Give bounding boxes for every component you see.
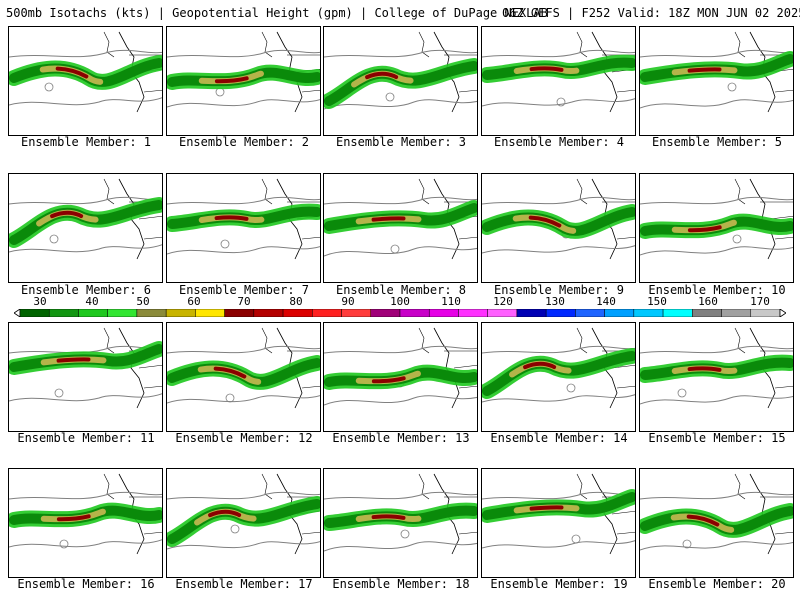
ensemble-member-map xyxy=(323,468,478,578)
colorbar-swatch xyxy=(721,309,752,317)
colorbar-swatch xyxy=(604,309,635,317)
colorbar-swatch xyxy=(575,309,605,317)
colorbar-tick-label: 120 xyxy=(493,295,513,308)
ensemble-member-map xyxy=(639,173,794,283)
ensemble-member-label: Ensemble Member: 18 xyxy=(332,577,470,591)
colorbar-tick-label: 170 xyxy=(750,295,770,308)
ensemble-member-label: Ensemble Member: 3 xyxy=(335,135,467,149)
ensemble-member-map xyxy=(166,468,321,578)
ensemble-member-label: Ensemble Member: 2 xyxy=(178,135,310,149)
ensemble-member-map xyxy=(481,468,636,578)
colorbar-swatch xyxy=(428,309,459,317)
colorbar-swatch xyxy=(78,309,108,317)
ensemble-member-label: Ensemble Member: 4 xyxy=(493,135,625,149)
product-title: 500mb Isotachs (kts) | Geopotential Heig… xyxy=(6,6,548,20)
colorbar-swatch xyxy=(19,309,50,317)
colorbar-swatch xyxy=(48,309,79,317)
ensemble-member-label: Ensemble Member: 10 xyxy=(648,283,786,297)
ensemble-member-map xyxy=(639,468,794,578)
colorbar-swatch xyxy=(165,309,196,317)
colorbar-tick-label: 90 xyxy=(341,295,355,308)
run-valid-time: 06Z GEFS | F252 Valid: 18Z MON JUN 02 20… xyxy=(502,6,800,20)
ensemble-member-map xyxy=(8,468,163,578)
colorbar-swatch xyxy=(633,309,664,317)
ensemble-member-label: Ensemble Member: 16 xyxy=(17,577,155,591)
ensemble-member-map xyxy=(323,322,478,432)
colorbar-tick-label: 100 xyxy=(390,295,410,308)
colorbar-tick-label: 160 xyxy=(698,295,718,308)
ensemble-member-label: Ensemble Member: 19 xyxy=(490,577,628,591)
colorbar-swatch xyxy=(282,309,313,317)
colorbar-swatch xyxy=(370,309,401,317)
ensemble-member-map xyxy=(8,322,163,432)
colorbar-swatch xyxy=(750,309,781,317)
ensemble-member-map xyxy=(639,26,794,136)
ensemble-member-map xyxy=(166,26,321,136)
colorbar-swatch xyxy=(487,309,518,317)
colorbar-tick-label: 30 xyxy=(33,295,47,308)
colorbar-tick-label: 130 xyxy=(545,295,565,308)
colorbar-swatch xyxy=(253,309,284,317)
colorbar-tick-label: 80 xyxy=(289,295,303,308)
colorbar-tick-label: 70 xyxy=(237,295,251,308)
colorbar-tick-label: 40 xyxy=(85,295,99,308)
ensemble-member-map xyxy=(8,26,163,136)
ensemble-member-label: Ensemble Member: 1 xyxy=(20,135,152,149)
colorbar-tick-label: 50 xyxy=(136,295,150,308)
colorbar-tick-label: 140 xyxy=(596,295,616,308)
colorbar-swatch xyxy=(136,309,167,317)
ensemble-member-label: Ensemble Member: 12 xyxy=(175,431,313,445)
ensemble-member-label: Ensemble Member: 15 xyxy=(648,431,786,445)
colorbar-swatch xyxy=(341,309,372,317)
ensemble-member-map xyxy=(481,322,636,432)
colorbar-swatch xyxy=(195,309,225,317)
ensemble-member-label: Ensemble Member: 13 xyxy=(332,431,470,445)
colorbar-tick-label: 60 xyxy=(187,295,201,308)
ensemble-member-label: Ensemble Member: 14 xyxy=(490,431,628,445)
ensemble-member-map xyxy=(481,173,636,283)
ensemble-member-label: Ensemble Member: 11 xyxy=(17,431,155,445)
ensemble-member-map xyxy=(639,322,794,432)
map-header: 500mb Isotachs (kts) | Geopotential Heig… xyxy=(6,6,800,22)
colorbar-swatch xyxy=(107,309,138,317)
ensemble-member-label: Ensemble Member: 6 xyxy=(20,283,152,297)
ensemble-member-map xyxy=(166,173,321,283)
ensemble-member-map xyxy=(323,173,478,283)
ensemble-member-map xyxy=(323,26,478,136)
colorbar-swatch xyxy=(224,309,255,317)
colorbar-swatch xyxy=(692,309,722,317)
colorbar xyxy=(14,309,786,317)
colorbar-swatch xyxy=(545,309,576,317)
colorbar-swatch xyxy=(516,309,547,317)
ensemble-member-map xyxy=(166,322,321,432)
ensemble-member-label: Ensemble Member: 5 xyxy=(651,135,783,149)
ensemble-member-label: Ensemble Member: 8 xyxy=(335,283,467,297)
colorbar-swatch xyxy=(399,309,430,317)
colorbar-swatch xyxy=(458,309,488,317)
ensemble-member-label: Ensemble Member: 7 xyxy=(178,283,310,297)
ensemble-member-label: Ensemble Member: 20 xyxy=(648,577,786,591)
colorbar-swatch xyxy=(662,309,693,317)
ensemble-member-label: Ensemble Member: 17 xyxy=(175,577,313,591)
ensemble-member-map xyxy=(8,173,163,283)
ensemble-member-label: Ensemble Member: 9 xyxy=(493,283,625,297)
colorbar-swatch xyxy=(312,309,342,317)
colorbar-tick-label: 110 xyxy=(441,295,461,308)
ensemble-member-map xyxy=(481,26,636,136)
colorbar-tick-label: 150 xyxy=(647,295,667,308)
